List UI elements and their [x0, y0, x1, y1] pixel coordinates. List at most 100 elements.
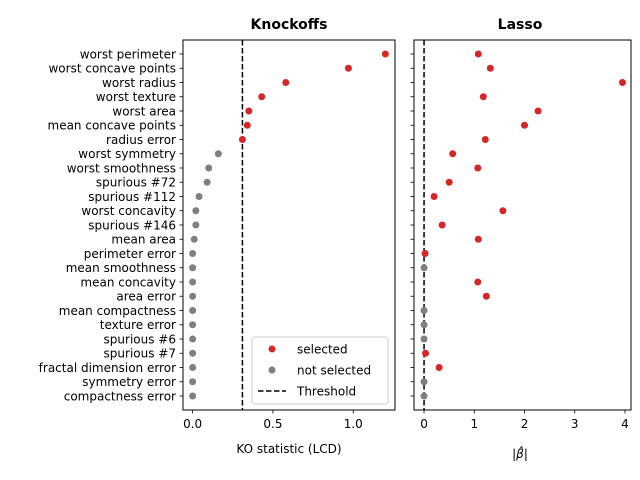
ko-point-not-selected [189, 278, 197, 286]
legend-selected-label: selected [297, 343, 348, 357]
ko-point-not-selected [203, 178, 211, 186]
lasso-point-not-selected [420, 378, 428, 386]
ko-point-not-selected [189, 349, 197, 357]
y-tick-label: spurious #72 [96, 176, 176, 190]
lasso-panel: Lasso 0 1 2 3 4 |β̂| [410, 17, 632, 461]
lasso-point-not-selected [420, 321, 428, 329]
ko-point-selected [381, 50, 389, 58]
lasso-point-selected [486, 64, 494, 72]
ko-point-selected [344, 64, 352, 72]
y-tick-label: worst radius [102, 76, 176, 90]
lasso-point-not-selected [420, 392, 428, 400]
ko-x-tick-label: 0.5 [263, 417, 282, 431]
lasso-point-selected [445, 178, 453, 186]
lasso-x-tick-label: 1 [470, 417, 478, 431]
lasso-point-selected [479, 93, 487, 101]
ko-point-not-selected [189, 378, 197, 386]
legend-not-selected-label: not selected [297, 364, 371, 378]
ko-point-selected [238, 136, 246, 143]
lasso-x-tick-label: 2 [521, 417, 529, 431]
y-tick-label: worst area [112, 104, 176, 118]
y-tick-label: fractal dimension error [39, 361, 176, 375]
y-tick-label: mean concave points [48, 119, 177, 133]
lasso-point-selected [534, 107, 542, 115]
ko-point-not-selected [192, 221, 200, 229]
lasso-point-not-selected [420, 264, 428, 272]
lasso-point-selected [421, 250, 429, 257]
y-tick-label: spurious #7 [104, 347, 176, 361]
ko-x-tick-label: 0.0 [183, 417, 202, 431]
lasso-x-tick-label: 3 [571, 417, 579, 431]
y-tick-label: symmetry error [82, 375, 176, 389]
lasso-point-selected [499, 207, 507, 215]
legend-box [251, 336, 389, 405]
y-tick-label: spurious #146 [88, 218, 176, 232]
lasso-title: Lasso [498, 17, 543, 33]
lasso-point-selected [481, 136, 489, 143]
lasso-points [420, 50, 626, 400]
ko-x-tick-label: 1.0 [344, 417, 363, 431]
knockoffs-title: Knockoffs [251, 17, 328, 33]
lasso-point-selected [430, 193, 438, 200]
ko-point-not-selected [189, 392, 197, 400]
ko-points [189, 50, 389, 400]
lasso-point-selected [474, 164, 482, 172]
y-tick-label: radius error [106, 133, 176, 147]
y-tick-label: worst texture [96, 90, 176, 104]
y-tick-label: worst symmetry [78, 147, 176, 161]
ko-point-not-selected [189, 335, 197, 343]
ko-y-tick-marks [179, 53, 183, 397]
ko-point-not-selected [189, 250, 197, 257]
lasso-point-selected [474, 278, 482, 286]
ko-point-selected [245, 107, 253, 115]
ko-point-not-selected [190, 235, 198, 243]
ko-point-selected [282, 79, 290, 86]
lasso-point-selected [438, 221, 446, 229]
y-tick-label: texture error [100, 318, 176, 332]
lasso-point-selected [474, 235, 482, 243]
legend: selected not selected Threshold [251, 336, 389, 405]
ko-point-not-selected [189, 264, 197, 272]
y-tick-label: compactness error [64, 389, 176, 403]
knockoffs-xlabel: KO statistic (LCD) [236, 442, 341, 456]
ko-point-selected [243, 121, 251, 129]
lasso-x-ticks: 0 1 2 3 4 [420, 410, 629, 431]
lasso-y-tick-marks [410, 53, 414, 397]
y-tick-label: mean compactness [59, 304, 176, 318]
ko-point-not-selected [192, 207, 200, 215]
lasso-x-tick-label: 0 [420, 417, 428, 431]
lasso-point-not-selected [420, 307, 428, 314]
y-tick-label: worst perimeter [80, 47, 176, 61]
y-tick-label: worst smoothness [67, 161, 176, 175]
lasso-point-selected [449, 150, 457, 158]
lasso-point-selected [618, 79, 626, 86]
ko-point-not-selected [214, 150, 222, 158]
y-tick-label: perimeter error [84, 247, 176, 261]
lasso-x-tick-label: 4 [621, 417, 629, 431]
ko-point-not-selected [195, 193, 203, 200]
ko-point-not-selected [189, 364, 197, 371]
lasso-point-selected [521, 121, 529, 129]
ko-point-selected [258, 93, 266, 101]
lasso-xlabel: |β̂| [512, 445, 528, 461]
legend-threshold-label: Threshold [296, 385, 356, 399]
legend-selected-marker [268, 345, 276, 353]
ko-point-not-selected [189, 307, 197, 314]
y-tick-label: spurious #112 [88, 190, 176, 204]
lasso-point-selected [474, 50, 482, 58]
lasso-axes-frame [413, 39, 632, 411]
lasso-point-selected [422, 349, 430, 357]
lasso-point-selected [482, 292, 490, 300]
y-tick-label: worst concavity [81, 204, 176, 218]
y-tick-label: spurious #6 [104, 332, 176, 346]
ko-point-not-selected [189, 321, 197, 329]
ko-point-not-selected [189, 292, 197, 300]
lasso-point-not-selected [420, 335, 428, 343]
y-tick-label: worst concave points [48, 62, 176, 76]
y-tick-label: mean concavity [80, 275, 176, 289]
lasso-point-selected [435, 364, 443, 371]
legend-not-selected-marker [268, 366, 276, 374]
ko-point-not-selected [205, 164, 213, 172]
